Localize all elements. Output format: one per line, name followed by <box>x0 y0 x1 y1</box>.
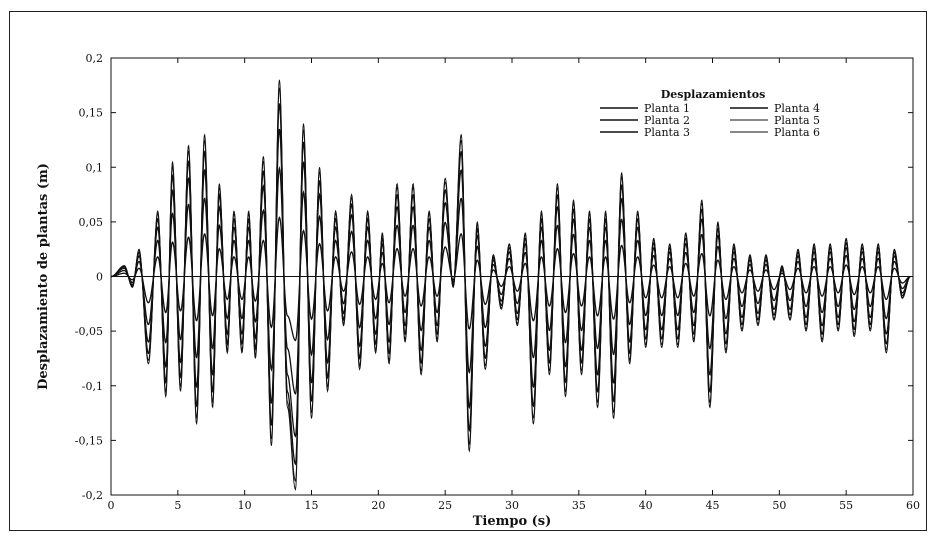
legend-label: Planta 5 <box>774 114 820 127</box>
x-tick-label: 15 <box>305 499 319 512</box>
y-tick-label: -0,15 <box>75 434 103 447</box>
x-axis-ticks: 0 5 10 15 20 25 30 35 40 45 50 55 60 <box>108 58 920 512</box>
legend-title: Desplazamientos <box>661 88 766 101</box>
y-tick-label: 0,15 <box>79 107 104 120</box>
series-layer <box>110 79 911 491</box>
y-axis-title: Desplazamiento de plantas (m) <box>36 163 51 390</box>
x-tick-label: 35 <box>572 499 586 512</box>
x-tick-label: 40 <box>639 499 653 512</box>
displacement-chart: 0 5 10 15 20 25 30 35 40 45 50 55 60 0,20,150,10,050… <box>36 52 920 529</box>
legend-label: Planta 1 <box>644 102 690 115</box>
figure-frame: 0 5 10 15 20 25 30 35 40 45 50 55 60 0,2 0,15 0,1 0,05 0… <box>9 11 927 531</box>
y-tick-label: -0,1 <box>82 380 103 393</box>
series-line-6 <box>110 79 911 491</box>
y-tick-label: -0,2 <box>82 489 103 502</box>
y-tick-label: -0,05 <box>75 325 103 338</box>
legend-label: Planta 2 <box>644 114 690 127</box>
x-tick-label: 60 <box>906 499 920 512</box>
y-tick-label: 0,2 <box>86 52 104 65</box>
legend-label: Planta 6 <box>774 126 820 139</box>
x-tick-label: 45 <box>706 499 720 512</box>
y-tick-label: 0,05 <box>79 216 104 229</box>
y-tick-label: 0,1 <box>86 161 104 174</box>
legend-label: Planta 3 <box>644 126 690 139</box>
x-tick-label: 0 <box>108 499 115 512</box>
legend-label: Planta 4 <box>774 102 820 115</box>
x-tick-label: 50 <box>772 499 786 512</box>
x-tick-label: 10 <box>238 499 252 512</box>
x-tick-label: 5 <box>174 499 181 512</box>
x-axis-title: Tiempo (s) <box>473 514 552 529</box>
x-tick-label: 30 <box>505 499 519 512</box>
y-tick-label: 0 <box>96 271 103 284</box>
x-tick-label: 20 <box>371 499 385 512</box>
x-tick-label: 25 <box>438 499 452 512</box>
y-axis-ticks: 0,2 0,15 0,1 0,05 0 -0,05 -0,1 -0,15 -0,2 <box>75 52 913 502</box>
x-tick-label: 55 <box>839 499 853 512</box>
